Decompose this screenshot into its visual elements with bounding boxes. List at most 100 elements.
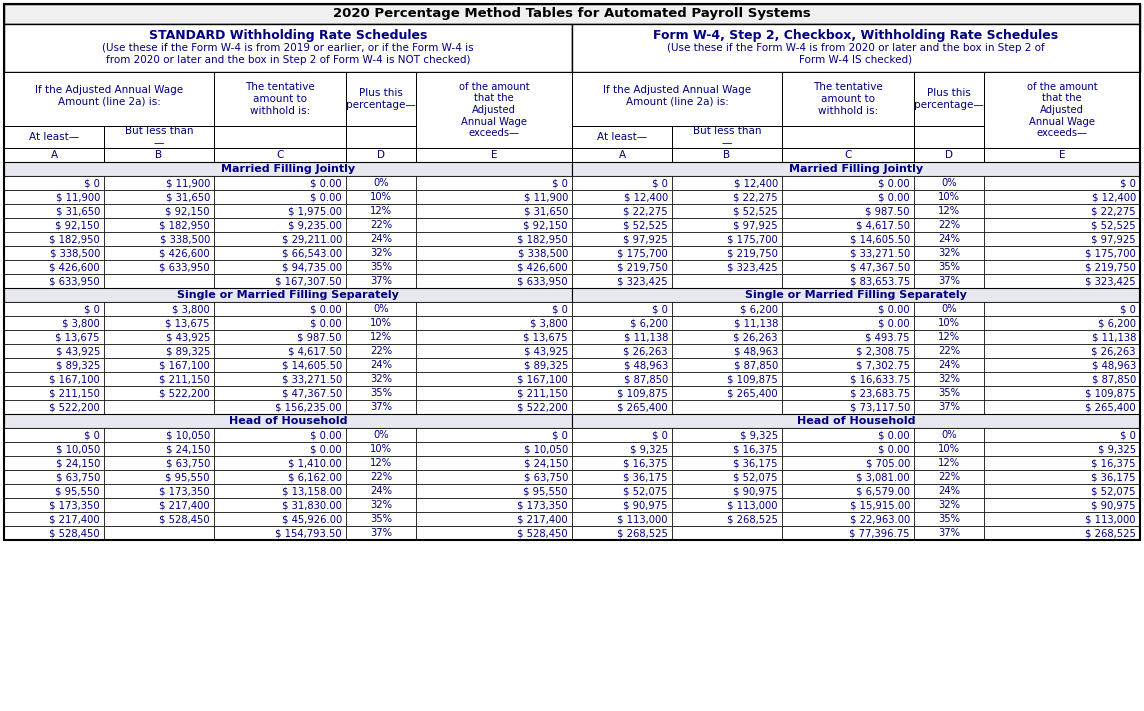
Text: $ 0.00: $ 0.00 xyxy=(879,444,909,454)
Bar xyxy=(984,232,1141,246)
Bar xyxy=(572,190,672,204)
Bar xyxy=(416,148,572,162)
Bar xyxy=(672,218,782,232)
Text: $ 0.00: $ 0.00 xyxy=(310,304,342,314)
Bar xyxy=(914,442,984,456)
Text: $ 16,375: $ 16,375 xyxy=(733,444,778,454)
Bar xyxy=(416,72,572,148)
Text: D: D xyxy=(945,150,953,160)
Text: $ 211,150: $ 211,150 xyxy=(49,388,100,398)
Text: 32%: 32% xyxy=(370,500,392,510)
Bar xyxy=(345,148,416,162)
Text: $ 173,350: $ 173,350 xyxy=(49,500,100,510)
Text: $ 522,200: $ 522,200 xyxy=(159,388,210,398)
Bar xyxy=(416,526,572,540)
Text: $ 31,650: $ 31,650 xyxy=(166,192,210,202)
Bar xyxy=(984,456,1141,470)
Bar xyxy=(914,400,984,414)
Text: $ 265,400: $ 265,400 xyxy=(1086,402,1136,412)
Text: $ 1,975.00: $ 1,975.00 xyxy=(288,206,342,216)
Text: 32%: 32% xyxy=(938,500,960,510)
Bar xyxy=(3,484,104,498)
Bar xyxy=(3,176,104,190)
Bar xyxy=(3,456,104,470)
Text: 12%: 12% xyxy=(370,332,392,342)
Text: $ 987.50: $ 987.50 xyxy=(866,206,909,216)
Text: $ 265,400: $ 265,400 xyxy=(728,388,778,398)
Text: 35%: 35% xyxy=(370,262,392,272)
Bar xyxy=(572,470,672,484)
Text: $ 182,950: $ 182,950 xyxy=(159,220,210,230)
Bar xyxy=(984,204,1141,218)
Bar xyxy=(572,260,672,274)
Bar xyxy=(984,246,1141,260)
Bar xyxy=(782,428,914,442)
Text: 22%: 22% xyxy=(938,472,960,482)
Text: Head of Household: Head of Household xyxy=(796,416,915,426)
Bar xyxy=(572,358,672,372)
Text: $ 3,081.00: $ 3,081.00 xyxy=(857,472,909,482)
Bar xyxy=(672,302,782,316)
Bar xyxy=(3,316,104,330)
Text: $ 3,800: $ 3,800 xyxy=(531,318,569,328)
Text: $ 0.00: $ 0.00 xyxy=(879,178,909,188)
Bar xyxy=(416,176,572,190)
Text: $ 0: $ 0 xyxy=(652,430,668,440)
Text: $ 48,963: $ 48,963 xyxy=(623,360,668,370)
Text: $ 45,926.00: $ 45,926.00 xyxy=(281,514,342,524)
Bar xyxy=(672,442,782,456)
Bar xyxy=(672,428,782,442)
Text: $ 10,050: $ 10,050 xyxy=(56,444,100,454)
Bar xyxy=(416,330,572,344)
Text: 10%: 10% xyxy=(370,444,392,454)
Bar xyxy=(672,512,782,526)
Bar xyxy=(3,218,104,232)
Text: $ 33,271.50: $ 33,271.50 xyxy=(850,248,909,258)
Bar xyxy=(572,484,672,498)
Text: 32%: 32% xyxy=(938,248,960,258)
Text: $ 12,400: $ 12,400 xyxy=(733,178,778,188)
Text: 35%: 35% xyxy=(370,388,392,398)
Text: $ 43,925: $ 43,925 xyxy=(166,332,210,342)
Bar xyxy=(104,218,214,232)
Text: $ 47,367.50: $ 47,367.50 xyxy=(850,262,909,272)
Text: A: A xyxy=(50,150,57,160)
Text: $ 173,350: $ 173,350 xyxy=(517,500,569,510)
Text: $ 36,175: $ 36,175 xyxy=(733,458,778,468)
Bar xyxy=(214,316,345,330)
Text: $ 97,925: $ 97,925 xyxy=(623,234,668,244)
Text: $ 92,150: $ 92,150 xyxy=(56,220,100,230)
Text: $ 52,525: $ 52,525 xyxy=(1091,220,1136,230)
Bar xyxy=(782,526,914,540)
Bar xyxy=(416,316,572,330)
Bar xyxy=(984,386,1141,400)
Text: $ 4,617.50: $ 4,617.50 xyxy=(288,346,342,356)
Bar xyxy=(416,190,572,204)
Text: Plus this
percentage—: Plus this percentage— xyxy=(914,88,984,109)
Bar xyxy=(345,190,416,204)
Bar xyxy=(416,344,572,358)
Bar xyxy=(572,148,672,162)
Bar xyxy=(984,218,1141,232)
Text: 32%: 32% xyxy=(370,248,392,258)
Text: 10%: 10% xyxy=(370,192,392,202)
Text: of the amount
that the
Adjusted
Annual Wage
exceeds—: of the amount that the Adjusted Annual W… xyxy=(459,82,530,138)
Text: $ 29,211.00: $ 29,211.00 xyxy=(281,234,342,244)
Text: $ 0: $ 0 xyxy=(652,304,668,314)
Text: $ 13,675: $ 13,675 xyxy=(56,332,100,342)
Text: $ 89,325: $ 89,325 xyxy=(166,346,210,356)
Bar xyxy=(345,302,416,316)
Text: $ 9,325: $ 9,325 xyxy=(740,430,778,440)
Bar xyxy=(345,232,416,246)
Text: 37%: 37% xyxy=(938,528,960,538)
Text: 0%: 0% xyxy=(942,304,956,314)
Bar xyxy=(782,512,914,526)
Text: $ 73,117.50: $ 73,117.50 xyxy=(850,402,909,412)
Bar xyxy=(782,330,914,344)
Text: $ 11,138: $ 11,138 xyxy=(733,318,778,328)
Bar xyxy=(345,512,416,526)
Text: $ 24,150: $ 24,150 xyxy=(166,444,210,454)
Bar xyxy=(416,400,572,414)
Bar xyxy=(214,470,345,484)
Bar xyxy=(984,176,1141,190)
